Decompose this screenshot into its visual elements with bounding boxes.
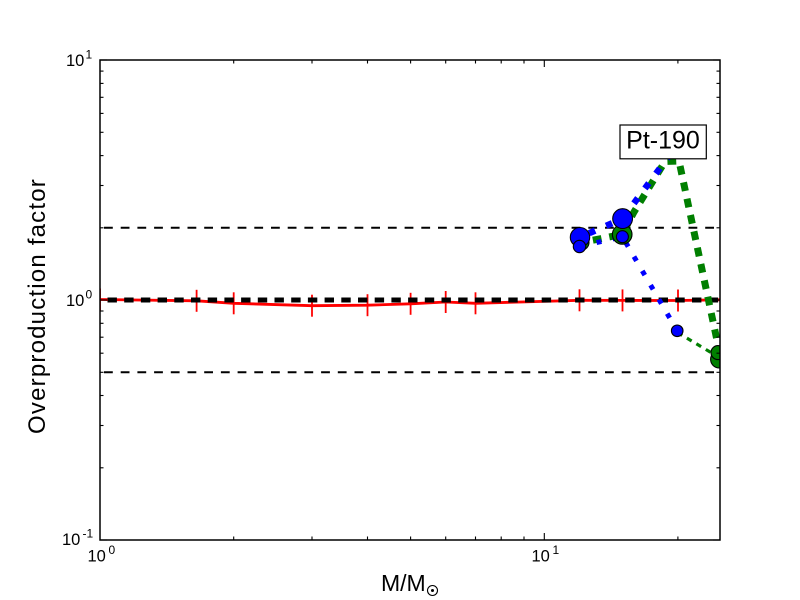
svg-text:10: 10 (66, 52, 84, 70)
svg-text:1: 1 (86, 48, 93, 62)
svg-text:10: 10 (532, 548, 550, 566)
svg-text:Pt-190: Pt-190 (626, 127, 700, 155)
svg-text:0: 0 (86, 288, 93, 302)
svg-text:1: 1 (553, 543, 560, 557)
svg-text:Overproduction factor: Overproduction factor (24, 178, 51, 434)
svg-text:10: 10 (62, 531, 80, 549)
svg-text:M/M: M/M (381, 570, 426, 596)
svg-text:-1: -1 (83, 527, 94, 541)
svg-text:10: 10 (88, 548, 106, 566)
svg-text:0: 0 (109, 543, 116, 557)
svg-text:10: 10 (66, 292, 84, 310)
